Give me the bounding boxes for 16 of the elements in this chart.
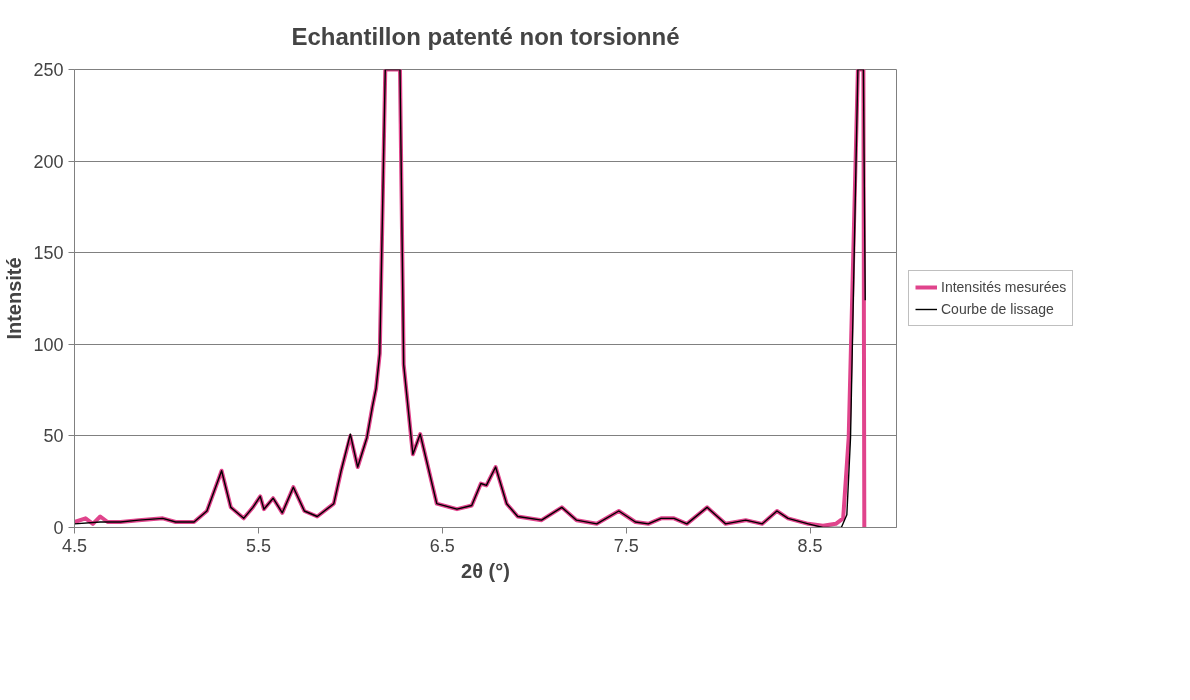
legend-label: Courbe de lissage: [941, 301, 1054, 317]
legend-label: Intensités mesurées: [941, 279, 1067, 295]
x-axis-title: 2θ (°): [461, 559, 510, 582]
y-tick-label: 150: [33, 243, 64, 264]
x-tick-label: 8.5: [797, 535, 823, 556]
x-tick-label: 4.5: [61, 535, 88, 556]
x-tick-label: 5.5: [245, 535, 271, 556]
y-tick-label: 250: [33, 60, 64, 80]
y-tick-label: 100: [33, 334, 64, 355]
y-tick-label: 0: [53, 518, 64, 538]
x-tick-label: 6.5: [429, 535, 455, 556]
chart-title: Echantillon patenté non torsionné: [291, 22, 680, 50]
x-tick-label: 7.5: [613, 535, 639, 556]
y-axis-title: Intensité: [3, 257, 26, 340]
y-tick-label: 200: [33, 151, 64, 172]
y-tick-label: 50: [43, 426, 64, 447]
